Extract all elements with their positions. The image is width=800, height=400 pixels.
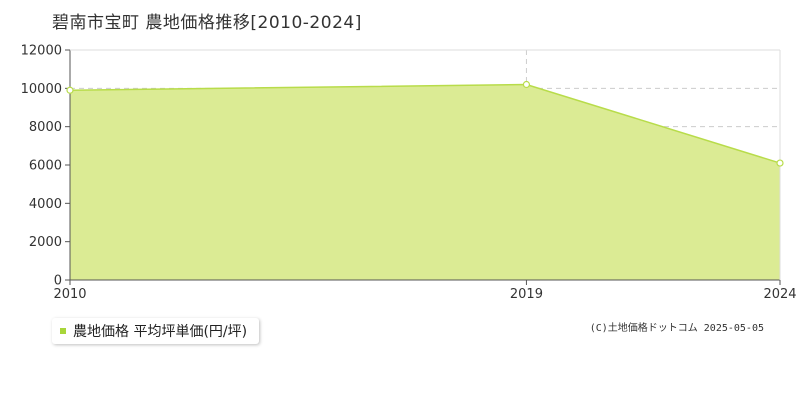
x-tick-label: 2019: [510, 287, 543, 302]
y-tick-label: 8000: [29, 120, 62, 135]
y-tick-label: 0: [54, 274, 62, 289]
copyright: (C)土地価格ドットコム 2025-05-05: [589, 323, 764, 334]
y-tick-label: 2000: [29, 235, 62, 250]
data-point: [522, 80, 531, 89]
y-tick-label: 12000: [21, 44, 62, 59]
x-tick-label: 2010: [53, 287, 86, 302]
point-layer: [66, 80, 784, 167]
y-tick-label: 10000: [21, 82, 62, 97]
legend-swatch: [60, 328, 66, 334]
chart-title: 碧南市宝町 農地価格推移[2010-2024]: [52, 13, 362, 33]
legend: 農地価格 平均坪単価(円/坪): [52, 318, 260, 344]
y-tick-label: 6000: [29, 159, 62, 174]
series-area: [70, 84, 780, 280]
x-tick-label: 2024: [763, 287, 796, 302]
y-tick-label: 4000: [29, 197, 62, 212]
data-point: [66, 86, 74, 94]
data-point: [776, 159, 784, 167]
legend-label: 農地価格 平均坪単価(円/坪): [73, 324, 248, 340]
label-layer: 0 2000 4000 6000 8000 10000 12000 2010 2019 2024: [21, 44, 797, 303]
